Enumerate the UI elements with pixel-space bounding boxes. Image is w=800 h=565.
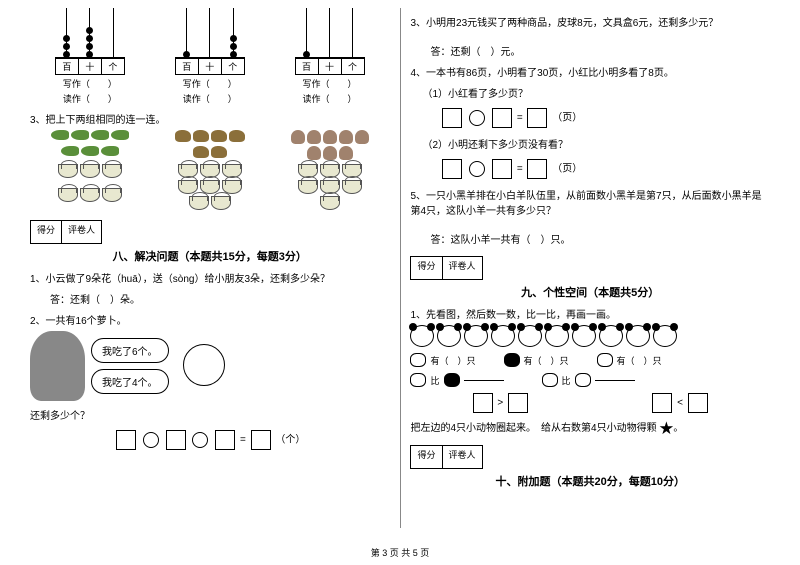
equation-box[interactable] bbox=[527, 108, 547, 128]
abacus-1-labels: 百 十 个 bbox=[55, 58, 125, 75]
equation-op[interactable] bbox=[469, 161, 485, 177]
rabbit-white-icon bbox=[175, 334, 230, 399]
right-q5-text: 5、一只小黑羊排在小白羊队伍里，从前面数小黑羊是第7只，从后面数小黑羊是第4只，… bbox=[410, 187, 770, 217]
left-column: 百 十 个 写作（ ） 读作（ ） 百 十 个 写 bbox=[30, 8, 390, 538]
section9-q1: 1、先看图，然后数一数，比一比，再画一画。 bbox=[410, 306, 770, 321]
grader-label: 评卷人 bbox=[61, 220, 102, 244]
animal-b-icon bbox=[504, 353, 520, 367]
panda-icon bbox=[653, 325, 677, 347]
section9-score-box: 得分 评卷人 bbox=[410, 256, 770, 280]
panda-icon bbox=[410, 325, 434, 347]
panda-icon bbox=[518, 325, 542, 347]
basket-group-3 bbox=[290, 164, 370, 210]
abacus-row: 百 十 个 写作（ ） 读作（ ） 百 十 个 写 bbox=[30, 8, 390, 105]
column-divider bbox=[400, 8, 401, 528]
score-label: 得分 bbox=[30, 220, 61, 244]
abacus-label-one: 个 bbox=[102, 59, 124, 74]
abacus-1: 百 十 个 写作（ ） 读作（ ） bbox=[55, 8, 125, 105]
right-q4-sub2-eq: = （页） bbox=[440, 159, 770, 179]
basket-group-2 bbox=[170, 164, 250, 210]
abacus-1-read: 读作（ ） bbox=[63, 92, 117, 105]
page-footer: 第 3 页 共 5 页 bbox=[0, 546, 800, 559]
equation-box[interactable] bbox=[442, 108, 462, 128]
abacus-2: 百 十 个 写作（ ） 读作（ ） bbox=[175, 8, 245, 105]
abacus-label-hundred: 百 bbox=[56, 59, 79, 74]
panda-icon bbox=[572, 325, 596, 347]
inequality-box[interactable] bbox=[473, 393, 493, 413]
equation-box[interactable] bbox=[166, 430, 186, 450]
animal-a-icon bbox=[410, 373, 426, 387]
matching-top-row bbox=[30, 130, 390, 160]
equation-box[interactable] bbox=[215, 430, 235, 450]
section8-q2-equation: = （个） bbox=[30, 430, 390, 450]
inequality-box[interactable] bbox=[652, 393, 672, 413]
animal-c-icon bbox=[597, 353, 613, 367]
right-q4-sub1-eq: = （页） bbox=[440, 108, 770, 128]
animal-a-icon bbox=[410, 353, 426, 367]
section8-q1: 1、小云做了9朵花（huā），送（sòng）给小朋友3朵，还剩多少朵？ bbox=[30, 270, 390, 285]
section9-instruction: 把左边的4只小动物圈起来。 给从右数第4只小动物得颗 。 bbox=[410, 419, 770, 435]
section8-title: 八、解决问题（本题共15分，每题3分） bbox=[30, 248, 390, 264]
right-q3-text: 3、小明用23元钱买了两种商品，皮球8元，文具盒6元，还剩多少元？ bbox=[410, 14, 770, 29]
equation-box[interactable] bbox=[492, 108, 512, 128]
equation-box[interactable] bbox=[492, 159, 512, 179]
inequality-row: > < bbox=[410, 393, 770, 413]
equation-op[interactable] bbox=[469, 110, 485, 126]
rabbit-gray-icon bbox=[30, 331, 85, 401]
panda-icon bbox=[626, 325, 650, 347]
duck-group bbox=[170, 130, 250, 160]
panda-row bbox=[410, 325, 770, 347]
abacus-2-labels: 百 十 个 bbox=[175, 58, 245, 75]
inequality-box[interactable] bbox=[508, 393, 528, 413]
section8-q2-ask: 还剩多少个？ bbox=[30, 407, 390, 422]
fish-group bbox=[50, 130, 130, 160]
abacus-1-write: 写作（ ） bbox=[63, 77, 117, 90]
equation-unit: （个） bbox=[275, 435, 305, 446]
equation-box[interactable] bbox=[442, 159, 462, 179]
star-icon bbox=[659, 421, 673, 435]
matching-bottom-row bbox=[30, 164, 390, 210]
abacus-3: 百 十 个 写作（ ） 读作（ ） bbox=[295, 8, 365, 105]
right-q3-answer: 答：还剩（ ）元。 bbox=[430, 43, 770, 58]
speech-bubble-1: 我吃了6个。 bbox=[91, 338, 169, 363]
section8-q1-answer: 答：还剩（ ）朵。 bbox=[50, 291, 390, 306]
count-row: 有（ ）只 有（ ）只 有（ ）只 bbox=[410, 353, 770, 367]
chicken-group bbox=[290, 130, 370, 160]
equation-box[interactable] bbox=[527, 159, 547, 179]
equation-op[interactable] bbox=[143, 432, 159, 448]
right-q4-text: 4、一本书有86页，小明看了30页，小红比小明多看了8页。 bbox=[410, 64, 770, 79]
panda-icon bbox=[464, 325, 488, 347]
section8-score-box: 得分 评卷人 bbox=[30, 220, 390, 244]
compare-row-1: 比 比 bbox=[410, 373, 770, 387]
basket-group-1 bbox=[50, 164, 130, 210]
abacus-3-labels: 百 十 个 bbox=[295, 58, 365, 75]
inequality-box[interactable] bbox=[688, 393, 708, 413]
rabbit-scene: 我吃了6个。 我吃了4个。 bbox=[30, 331, 390, 401]
section10-score-box: 得分 评卷人 bbox=[410, 445, 770, 469]
panda-icon bbox=[599, 325, 623, 347]
panda-icon bbox=[545, 325, 569, 347]
section8-q2: 2、一共有16个萝卜。 bbox=[30, 312, 390, 327]
right-q4-sub2: （2）小明还剩下多少页没有看？ bbox=[422, 136, 770, 151]
animal-c-icon bbox=[542, 373, 558, 387]
speech-bubble-2: 我吃了4个。 bbox=[91, 369, 169, 394]
animal-b-icon bbox=[444, 373, 460, 387]
right-q5-answer: 答：这队小羊一共有（ ）只。 bbox=[430, 231, 770, 246]
left-q3-text: 3、把上下两组相同的连一连。 bbox=[30, 111, 390, 126]
section9-title: 九、个性空间（本题共5分） bbox=[410, 284, 770, 300]
right-column: 3、小明用23元钱买了两种商品，皮球8元，文具盒6元，还剩多少元？ 答：还剩（ … bbox=[410, 8, 770, 538]
animal-a-icon bbox=[575, 373, 591, 387]
equation-box[interactable] bbox=[251, 430, 271, 450]
panda-icon bbox=[437, 325, 461, 347]
abacus-label-ten: 十 bbox=[79, 59, 102, 74]
equation-box[interactable] bbox=[116, 430, 136, 450]
panda-icon bbox=[491, 325, 515, 347]
right-q4-sub1: （1）小红看了多少页？ bbox=[422, 85, 770, 100]
section10-title: 十、附加题（本题共20分，每题10分） bbox=[410, 473, 770, 489]
equation-op[interactable] bbox=[192, 432, 208, 448]
